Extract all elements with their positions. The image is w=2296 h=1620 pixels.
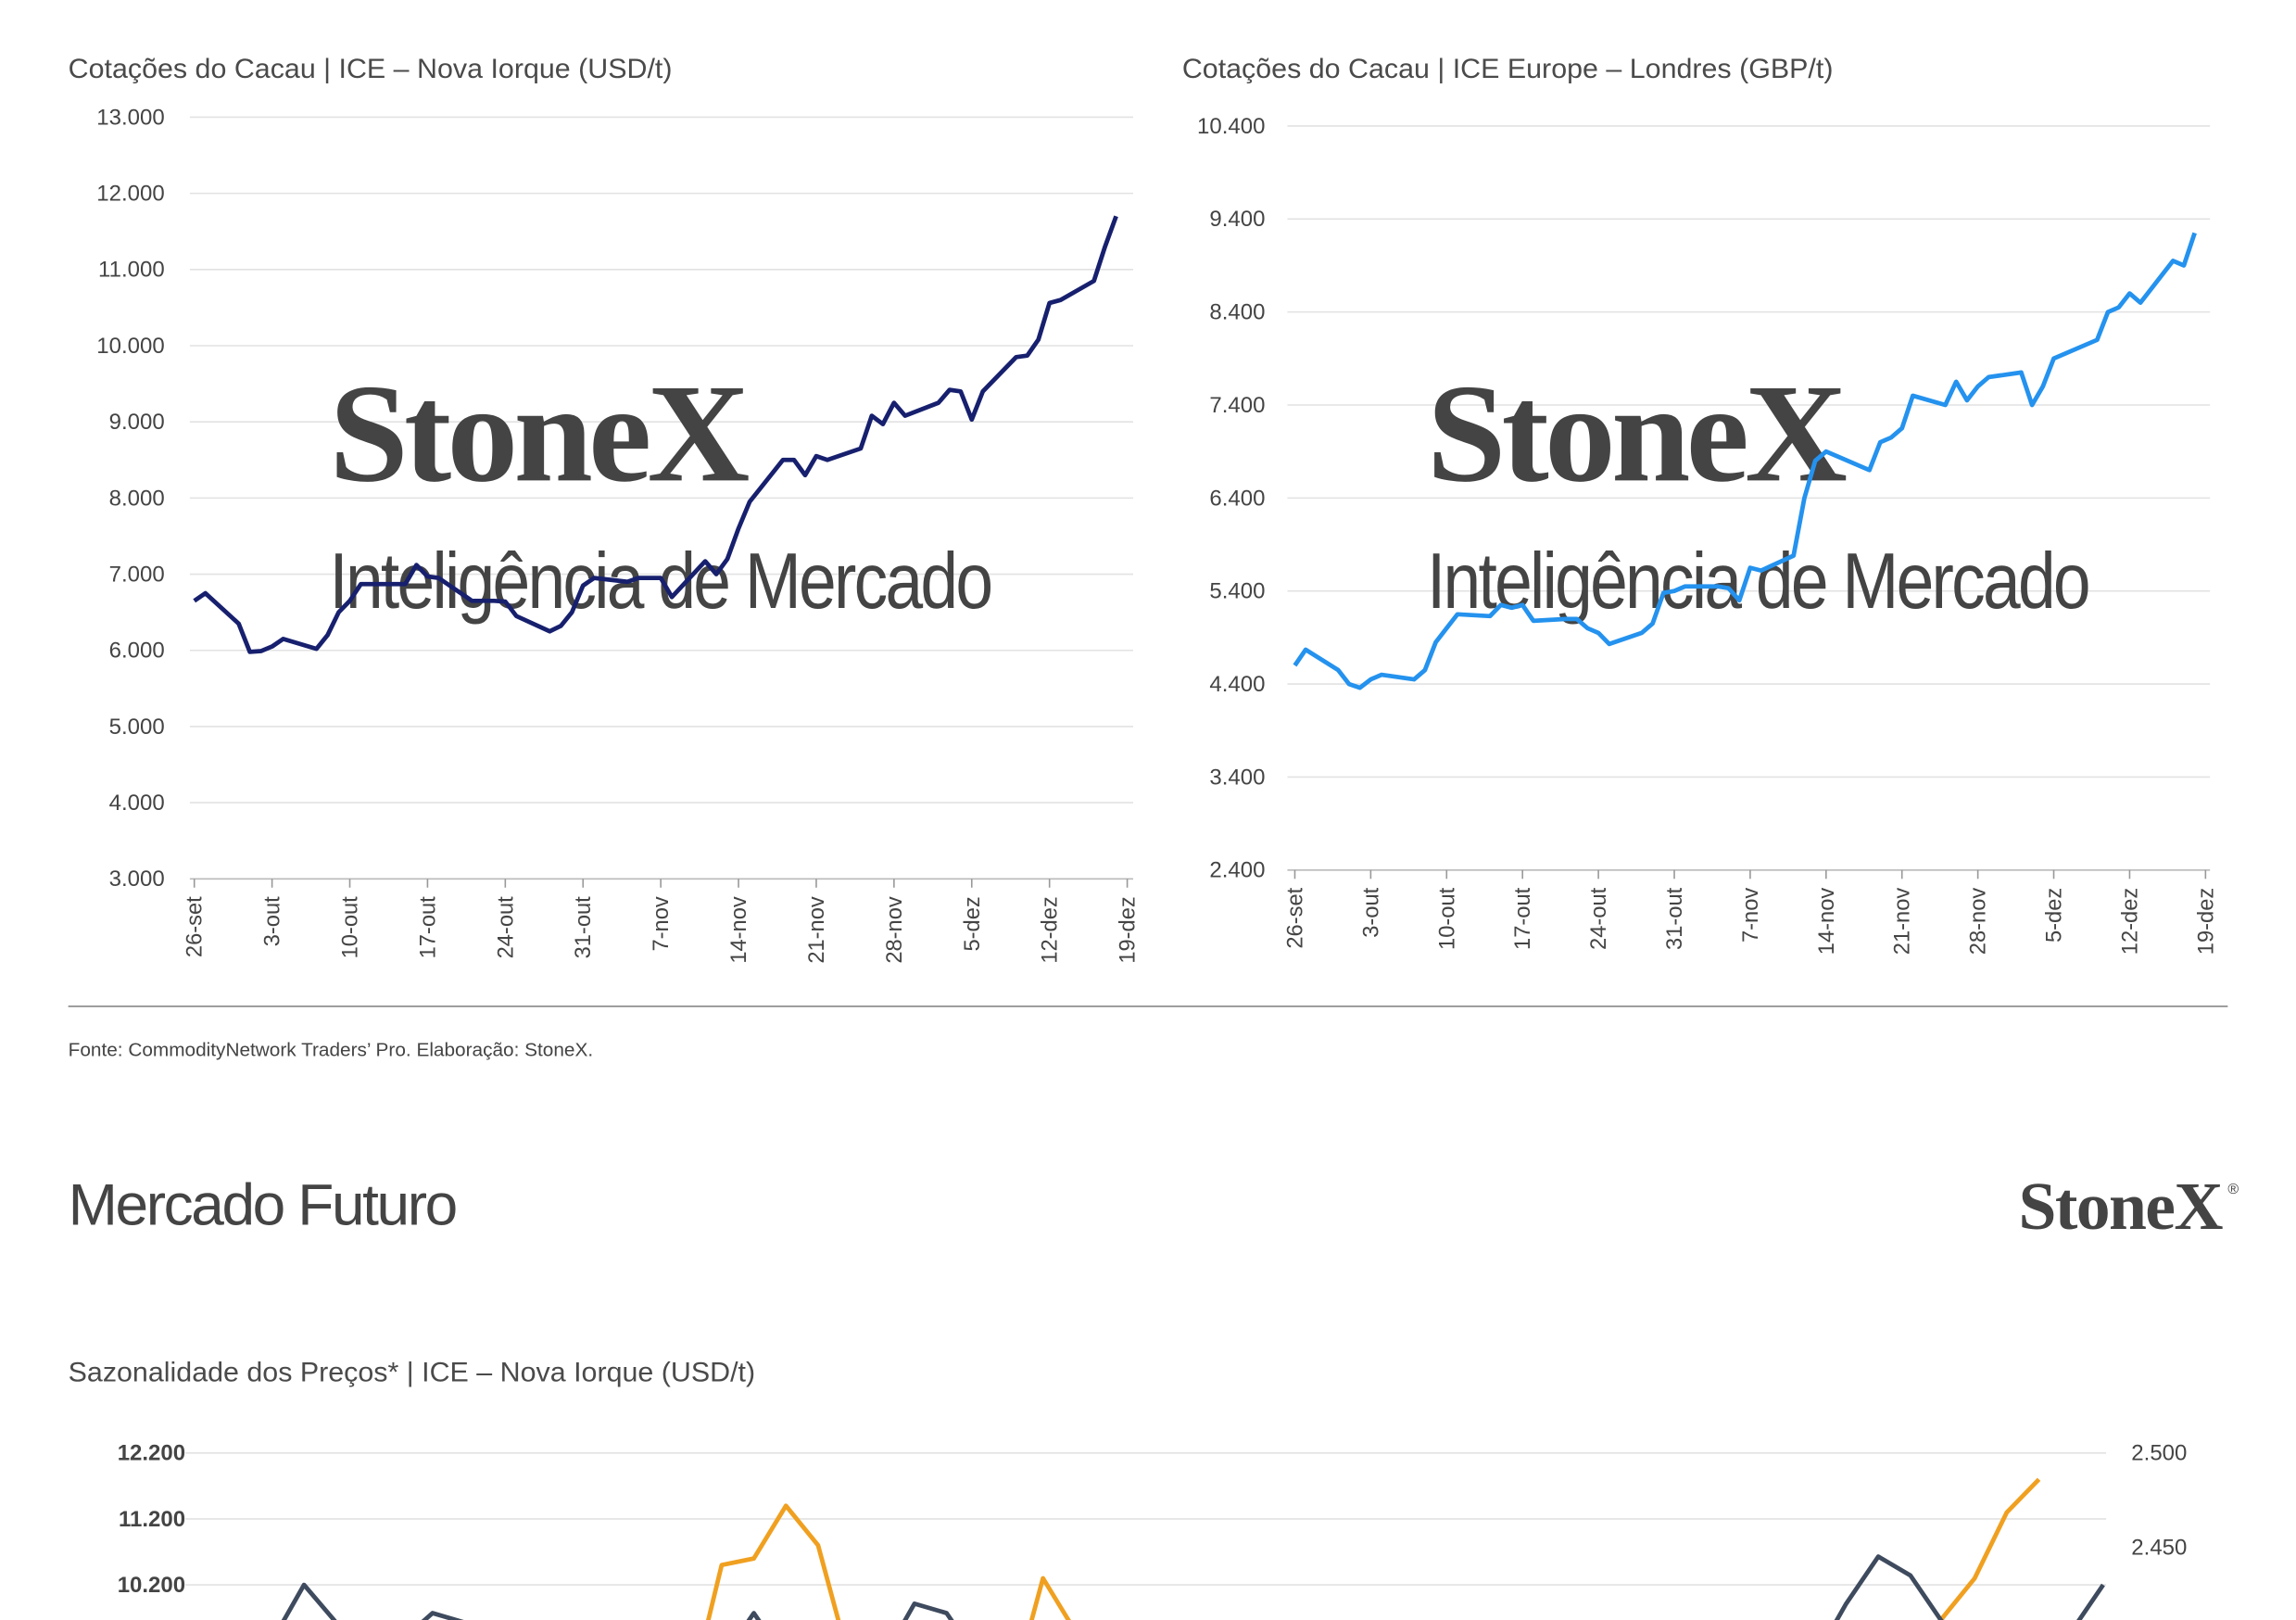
y-tick-label: 13.000	[96, 105, 164, 130]
x-tick-label: 21-nov	[1890, 888, 1915, 956]
x-tick-label: 24-out	[493, 896, 518, 959]
x-tick-label: 12-dez	[2117, 888, 2142, 955]
y-tick-label: 9.400	[1209, 207, 1265, 232]
x-tick-label: 7-nov	[649, 896, 674, 951]
x-tick-label: 12-dez	[1038, 896, 1063, 963]
y-tick-label: 12.000	[96, 182, 164, 207]
x-tick-label: 28-nov	[882, 896, 907, 964]
x-tick-label: 14-nov	[726, 896, 751, 964]
x-tick-label: 17-out	[1510, 887, 1535, 950]
section-title: Mercado Futuro	[69, 1172, 456, 1238]
x-tick-label: 17-out	[415, 896, 440, 959]
y-tick-label: 8.400	[1209, 300, 1265, 325]
x-tick-label: 5-dez	[2041, 888, 2066, 943]
y-tick-label: 11.200	[119, 1507, 185, 1532]
logo-mark: ®	[2227, 1182, 2239, 1197]
y-tick-label: 10.000	[96, 334, 164, 359]
logo: StoneX	[2018, 1169, 2222, 1243]
chart-title: Cotações do Cacau | ICE – Nova Iorque (U…	[69, 54, 673, 84]
x-tick-label: 21-nov	[804, 896, 829, 964]
x-tick-label: 26-set	[1282, 887, 1307, 948]
source-note: Fonte: CommodityNetwork Traders’ Pro. El…	[69, 1040, 594, 1061]
x-tick-label: 14-nov	[1814, 888, 1839, 956]
y-tick-label: 8.000	[109, 486, 165, 511]
x-tick-label: 28-nov	[1966, 888, 1991, 956]
y-tick-label: 10.200	[118, 1573, 185, 1598]
x-tick-label: 26-set	[183, 896, 208, 957]
y2-tick-label: 2.500	[2131, 1441, 2187, 1466]
x-tick-label: 24-out	[1586, 887, 1611, 950]
x-tick-label: 5-dez	[960, 896, 985, 951]
data-line	[705, 1477, 2041, 1620]
data-line	[1293, 232, 2197, 690]
y-tick-label: 2.400	[1209, 858, 1265, 883]
watermark-brand: StoneX	[329, 356, 749, 512]
data-line	[193, 215, 1118, 654]
y-tick-label: 11.000	[98, 258, 165, 283]
y2-tick-label: 2.450	[2131, 1535, 2187, 1560]
y-tick-label: 7.000	[109, 563, 165, 588]
watermark-brand: StoneX	[1427, 356, 1847, 512]
x-tick-label: 31-out	[1662, 887, 1687, 950]
watermark-tagline: Inteligência de Mercado	[1427, 537, 2088, 625]
y-tick-label: 10.400	[1197, 114, 1265, 139]
x-tick-label: 3-out	[259, 896, 284, 946]
y-tick-label: 5.000	[109, 715, 165, 740]
x-tick-label: 10-out	[1434, 887, 1459, 950]
x-tick-label: 7-nov	[1738, 888, 1763, 943]
y-tick-label: 3.400	[1209, 765, 1265, 790]
y-tick-label: 6.400	[1209, 486, 1265, 511]
y-tick-label: 3.000	[109, 867, 165, 892]
y-tick-label: 4.400	[1209, 672, 1265, 697]
x-tick-label: 19-dez	[2193, 888, 2218, 955]
y-tick-label: 9.000	[109, 410, 165, 435]
x-tick-label: 3-out	[1358, 887, 1383, 937]
y-tick-label: 6.000	[109, 639, 165, 664]
x-tick-label: 10-out	[337, 896, 362, 959]
y-tick-label: 12.200	[118, 1441, 185, 1466]
chart-title: Cotações do Cacau | ICE Europe – Londres…	[1182, 54, 1834, 84]
x-tick-label: 31-out	[571, 896, 596, 959]
y-tick-label: 7.400	[1209, 393, 1265, 418]
y-tick-label: 4.000	[109, 791, 165, 816]
x-tick-label: 19-dez	[1115, 896, 1140, 963]
y-tick-label: 5.400	[1209, 579, 1265, 604]
data-line	[281, 1554, 2105, 1620]
chart-title: Sazonalidade dos Preços* | ICE – Nova Io…	[69, 1358, 756, 1388]
